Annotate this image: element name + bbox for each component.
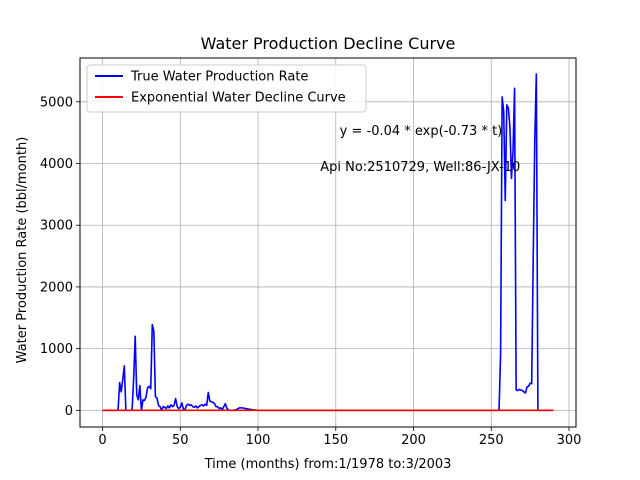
x-axis-ticks: 0 50 100 150 200 250 300 [98,427,581,448]
y-tick-label: 3000 [40,219,73,234]
plot-area [80,58,576,427]
x-tick-label: 50 [172,433,189,448]
x-tick-label: 0 [98,433,106,448]
x-tick-label: 250 [479,433,504,448]
y-tick-label: 0 [65,404,73,419]
x-tick-label: 200 [401,433,426,448]
legend: True Water Production Rate Exponential W… [86,64,367,113]
y-tick-label: 5000 [40,95,73,110]
chart-title: Water Production Decline Curve [201,34,456,53]
legend-label-decline-curve: Exponential Water Decline Curve [131,91,346,106]
legend-box [86,64,367,113]
equation-annotation: y = -0.04 * exp(-0.73 * t) [340,124,503,139]
y-tick-label: 2000 [40,280,73,295]
x-tick-label: 100 [246,433,271,448]
x-tick-label: 300 [557,433,582,448]
y-tick-label: 1000 [40,342,73,357]
legend-label-true-rate: True Water Production Rate [130,70,308,85]
series-layer [102,73,554,412]
plot-frame [79,57,577,428]
x-axis-label: Time (months) from:1/1978 to:3/2003 [204,457,452,472]
true-water-production-line [102,73,552,412]
well-info-annotation: Api No:2510729, Well:86-JX-10 [320,160,520,175]
y-tick-label: 4000 [40,157,73,172]
y-axis-ticks: 0 1000 2000 3000 4000 5000 [40,95,80,419]
y-axis-label: Water Production Rate (bbl/month) [15,137,30,364]
x-tick-label: 150 [323,433,348,448]
